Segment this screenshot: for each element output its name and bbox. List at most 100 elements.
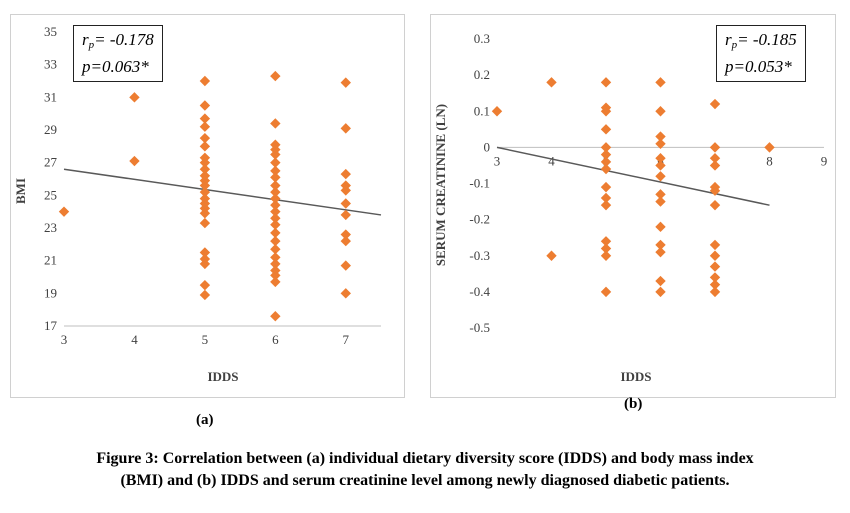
data-point-bmi <box>199 75 211 87</box>
y-tick-label-bmi: 27 <box>44 155 58 170</box>
data-point-bmi <box>270 311 281 322</box>
data-point-bmi <box>270 206 281 217</box>
y-tick-label-creatinine: 0.1 <box>474 103 490 118</box>
y-tick-label-creatinine: -0.4 <box>469 284 490 299</box>
data-point-creatinine <box>655 131 666 142</box>
data-point-creatinine <box>600 163 612 175</box>
data-point-creatinine <box>709 160 721 171</box>
data-point-bmi <box>199 258 211 270</box>
data-point-creatinine <box>600 124 612 135</box>
x-tick-label-creatinine: 9 <box>821 153 828 168</box>
p-value-creatinine: p=0.053* <box>725 57 792 76</box>
data-point-bmi <box>270 213 281 224</box>
y-tick-label-bmi: 35 <box>44 24 57 39</box>
data-point-bmi <box>340 185 351 196</box>
y-tick-label-creatinine: -0.2 <box>469 212 490 227</box>
data-point-creatinine <box>600 250 612 261</box>
data-point-bmi <box>340 77 351 88</box>
data-point-bmi <box>199 208 211 219</box>
data-point-bmi <box>199 132 211 144</box>
y-tick-label-bmi: 31 <box>44 89 57 104</box>
data-point-creatinine <box>655 160 666 171</box>
data-point-bmi <box>199 279 211 291</box>
data-point-bmi <box>199 289 211 301</box>
data-point-bmi <box>340 229 351 240</box>
y-tick-label-bmi: 23 <box>44 220 57 235</box>
data-point-creatinine <box>655 171 666 182</box>
data-point-creatinine <box>709 272 721 283</box>
data-point-creatinine <box>655 246 666 258</box>
data-point-bmi <box>199 217 211 229</box>
x-tick-label-bmi: 6 <box>272 332 279 347</box>
data-point-bmi <box>199 121 211 132</box>
y-tick-label-bmi: 17 <box>44 318 58 333</box>
y-tick-label-bmi: 29 <box>44 122 57 137</box>
data-point-bmi <box>340 123 351 134</box>
y-tick-label-bmi: 33 <box>44 57 57 72</box>
correlation-stats-box-creatinine: rp= -0.185 p=0.053* <box>716 25 806 82</box>
data-point-creatinine <box>655 106 666 117</box>
data-point-creatinine <box>709 261 721 272</box>
data-point-creatinine <box>709 98 721 110</box>
y-tick-label-creatinine: -0.5 <box>469 320 490 335</box>
data-point-bmi <box>270 180 281 191</box>
panel-label-a: (a) <box>196 412 214 428</box>
data-point-bmi <box>270 70 281 82</box>
data-point-bmi <box>340 235 351 247</box>
chart-bmi-svg: 17 19 21 23 25 27 29 31 33 35 3 4 5 6 7 IDDS BMI <box>13 24 382 384</box>
data-point-bmi <box>270 252 281 263</box>
data-point-creatinine <box>709 286 721 298</box>
x-axis-title-bmi: IDDS <box>207 369 238 384</box>
y-tick-label-creatinine: 0.2 <box>474 67 490 82</box>
data-point-bmi <box>340 260 351 271</box>
data-point-bmi <box>270 118 281 129</box>
data-point-creatinine <box>600 236 612 247</box>
caption-line-2: (BMI) and (b) IDDS and serum creatinine … <box>120 472 730 489</box>
data-point-creatinine <box>709 250 721 261</box>
y-tick-label-creatinine: 0.3 <box>474 31 490 46</box>
data-point-creatinine <box>600 142 612 153</box>
data-point-creatinine <box>600 192 612 204</box>
x-tick-label-creatinine: 3 <box>494 153 501 168</box>
data-point-bmi <box>340 168 351 180</box>
x-tick-label-creatinine: 8 <box>766 153 773 168</box>
data-point-creatinine <box>655 77 666 88</box>
data-point-bmi <box>199 180 211 191</box>
data-point-creatinine <box>655 275 666 287</box>
data-point-bmi <box>270 258 281 270</box>
data-point-bmi <box>270 235 281 247</box>
data-point-bmi <box>270 165 281 177</box>
data-point-creatinine <box>546 77 557 88</box>
data-point-creatinine <box>709 153 721 164</box>
data-point-bmi <box>199 157 211 168</box>
data-point-bmi <box>270 219 281 230</box>
x-tick-label-bmi: 5 <box>202 332 209 347</box>
data-point-creatinine <box>600 181 612 193</box>
data-point-bmi <box>199 247 211 258</box>
data-point-bmi <box>340 288 351 299</box>
y-tick-label-creatinine: -0.1 <box>469 176 490 191</box>
y-tick-label-creatinine: 0 <box>484 139 491 154</box>
data-point-bmi <box>270 244 281 255</box>
data-point-bmi <box>270 270 281 281</box>
data-point-bmi <box>270 227 281 239</box>
data-point-creatinine <box>764 142 775 153</box>
data-point-creatinine <box>709 185 721 196</box>
data-point-creatinine <box>655 286 666 298</box>
correlation-stats-box-bmi: rp= -0.178 p=0.063* <box>73 25 163 82</box>
data-point-creatinine <box>655 153 666 164</box>
data-point-bmi <box>270 157 281 168</box>
y-axis-title-creatinine: SERUM CREATININE (LN) <box>433 104 448 266</box>
x-tick-label-creatinine: 4 <box>548 153 555 168</box>
data-point-creatinine <box>600 199 612 211</box>
y-tick-label-bmi: 21 <box>44 253 57 268</box>
data-point-creatinine <box>600 243 612 254</box>
data-point-creatinine <box>600 286 612 298</box>
y-axis-title-bmi: BMI <box>13 178 28 204</box>
data-point-bmi <box>58 206 70 217</box>
data-point-creatinine <box>655 138 666 149</box>
y-tick-label-bmi: 25 <box>44 187 57 202</box>
data-point-creatinine <box>709 279 721 290</box>
x-tick-label-bmi: 4 <box>131 332 138 347</box>
x-tick-label-bmi: 7 <box>343 332 350 347</box>
